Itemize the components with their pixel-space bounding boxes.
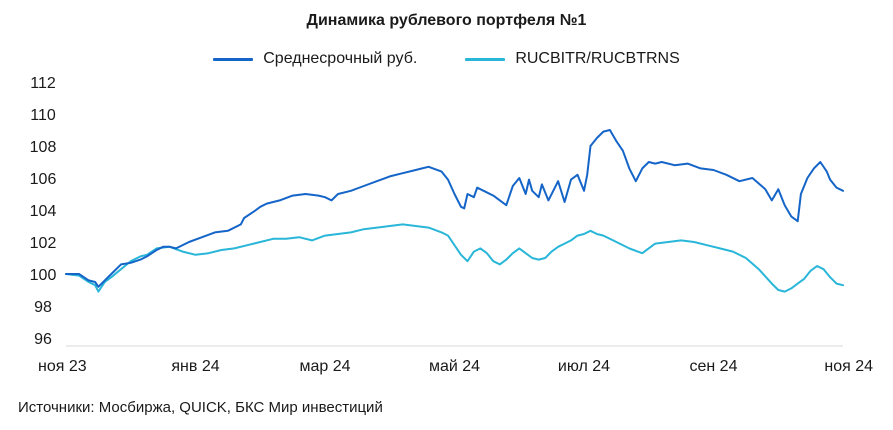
legend-label-series-2: RUCBITR/RUCBTRNS	[515, 50, 680, 67]
legend-swatch-series-2	[465, 57, 506, 61]
chart-title: Динамика рублевого портфеля №1	[306, 12, 587, 29]
y-tick-label: 106	[30, 171, 57, 188]
x-tick-label: ноя 24	[824, 358, 873, 375]
legend-swatch-series-1	[213, 57, 254, 61]
x-tick-label: мар 24	[299, 358, 350, 375]
series-line-1	[65, 129, 844, 288]
x-tick-label: ноя 23	[38, 358, 87, 375]
series-line-2	[65, 223, 844, 293]
x-tick-label: июл 24	[558, 358, 610, 375]
y-tick-label: 112	[30, 75, 56, 92]
y-tick-label: 100	[30, 267, 57, 284]
x-tick-label: янв 24	[171, 358, 219, 375]
x-tick-label: май 24	[429, 358, 480, 375]
chart-legend: Среднесрочный руб. RUCBITR/RUCBTRNS	[0, 50, 893, 68]
legend-item-series-2: RUCBITR/RUCBTRNS	[465, 50, 680, 68]
y-tick-label: 102	[30, 235, 57, 252]
y-tick-label: 96	[34, 331, 52, 348]
legend-label-series-1: Среднесрочный руб.	[263, 50, 418, 67]
y-tick-label: 108	[30, 139, 57, 156]
chart-source: Источники: Мосбиржа, QUICK, БКС Мир инве…	[18, 399, 383, 416]
y-tick-label: 110	[30, 107, 56, 124]
y-tick-label: 104	[30, 203, 57, 220]
y-tick-label: 98	[34, 299, 52, 316]
legend-item-series-1: Среднесрочный руб.	[213, 50, 417, 68]
x-tick-label: сен 24	[690, 358, 738, 375]
